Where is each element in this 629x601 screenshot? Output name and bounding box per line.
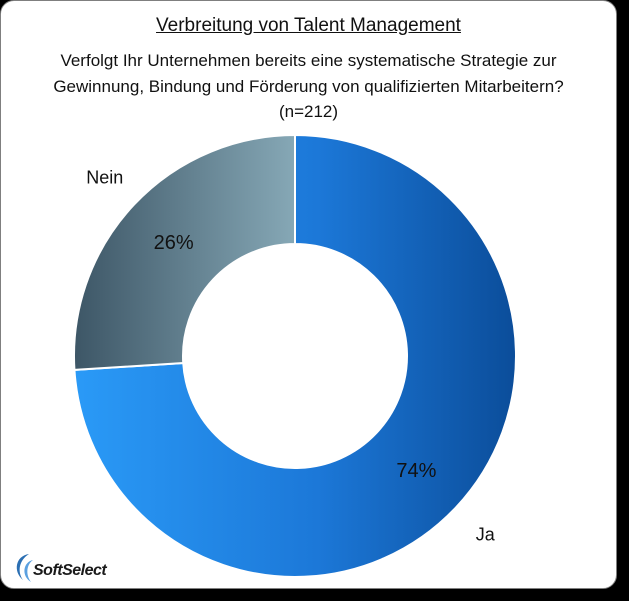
- chart-card: Verbreitung von Talent Management Verfol…: [0, 0, 617, 589]
- sample-size-note: (n=212): [278, 102, 339, 121]
- chart-subtitle: Verfolgt Ihr Unternehmen bereits eine sy…: [53, 51, 564, 96]
- softselect-logo: SoftSelect: [9, 550, 129, 588]
- logo-text: SoftSelect: [33, 562, 107, 579]
- slice-ja: [73, 133, 517, 578]
- category-label-ja: Ja: [476, 525, 496, 545]
- value-label-ja: 74%: [396, 460, 436, 482]
- chart-title: Verbreitung von Talent Management: [156, 15, 461, 36]
- value-label-nein: 26%: [154, 232, 194, 254]
- slice-nein: [73, 133, 296, 371]
- donut-chart: 74% Ja 26% Nein: [73, 133, 517, 578]
- logo-swirl-icon: [16, 554, 33, 582]
- category-label-nein: Nein: [86, 167, 123, 187]
